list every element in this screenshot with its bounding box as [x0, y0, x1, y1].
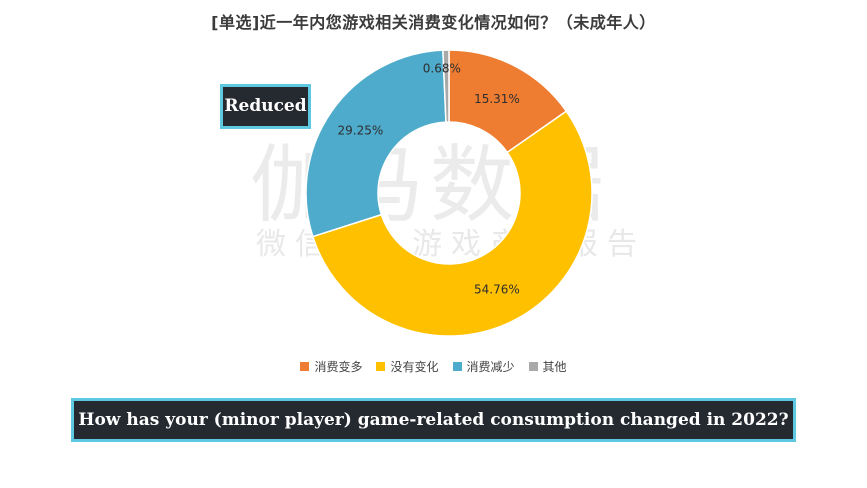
legend-item-1: 消费变多: [300, 358, 362, 375]
legend-item-4: 其他: [528, 358, 567, 375]
legend-label: 没有变化: [390, 360, 439, 374]
legend-item-2: 没有变化: [376, 358, 439, 375]
legend-swatch: [452, 362, 462, 371]
slice-label-1: 15.31%: [474, 92, 520, 106]
legend-swatch: [300, 362, 310, 371]
legend-swatch: [528, 362, 538, 371]
caption-question: How has your (minor player) game-related…: [71, 398, 796, 442]
legend-item-3: 消费减少: [452, 358, 515, 375]
donut-slice-2: [311, 110, 593, 337]
caption-reduced: Reduced: [220, 84, 311, 129]
legend-swatch: [376, 362, 386, 371]
slice-label-2: 54.76%: [474, 282, 520, 296]
legend-label: 其他: [542, 360, 567, 374]
donut-slice-3: [305, 49, 447, 238]
chart-title: [单选]近一年内您游戏相关消费变化情况如何？（未成年人）: [211, 13, 656, 32]
legend-label: 消费变多: [314, 360, 363, 374]
chart-legend: 消费变多 没有变化 消费减少 其他: [0, 358, 867, 375]
slice-label-4: 0.68%: [423, 62, 461, 76]
legend-label: 消费减少: [466, 360, 515, 374]
slice-label-3: 29.25%: [338, 124, 384, 138]
donut-slice-4: [442, 49, 450, 123]
